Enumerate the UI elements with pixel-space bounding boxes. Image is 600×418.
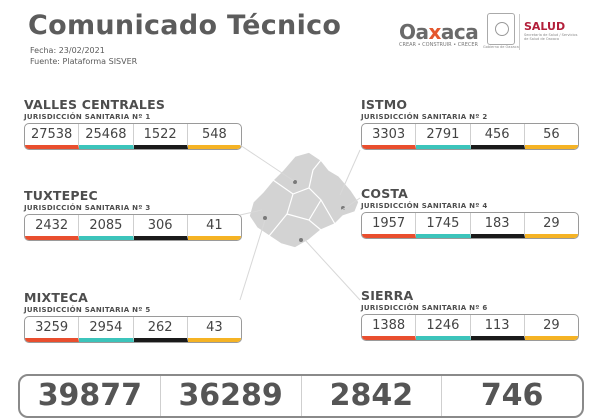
stat-value: 2954 — [79, 317, 134, 342]
region-stats: 3303 2791 456 56 — [361, 123, 579, 150]
region-stats: 2432 2085 306 41 — [24, 214, 242, 241]
stat-value: 29 — [524, 213, 578, 238]
data-source: Fuente: Plataforma SISVER — [30, 57, 138, 66]
stat-value: 2791 — [416, 124, 471, 149]
region-tuxtepec: TUXTEPEC JURISDICCIÓN SANITARIA Nº 3 243… — [24, 188, 242, 241]
stat-value: 43 — [187, 317, 241, 342]
government-seal-icon — [487, 13, 515, 45]
stat-value: 25468 — [79, 124, 134, 149]
region-stats: 3259 2954 262 43 — [24, 316, 242, 343]
region-costa: COSTA JURISDICCIÓN SANITARIA Nº 4 1957 1… — [361, 186, 579, 239]
stat-value: 3259 — [25, 317, 80, 342]
stat-value: 1745 — [416, 213, 471, 238]
stat-value: 306 — [133, 215, 188, 240]
region-valles-centrales: VALLES CENTRALES JURISDICCIÓN SANITARIA … — [24, 97, 242, 150]
oaxaca-logo: Oaxaca CREAR • CONSTRUIR • CRECER — [399, 20, 479, 48]
stat-value: 29 — [524, 315, 578, 340]
total-value: 39877 — [20, 376, 161, 416]
region-stats: 1957 1745 183 29 — [361, 212, 579, 239]
connector-lines — [239, 144, 361, 301]
stat-value: 27538 — [25, 124, 80, 149]
stat-value: 1957 — [362, 213, 417, 238]
stat-value: 262 — [133, 317, 188, 342]
salud-logo: SALUD Secretaría de Salud / Servicios de… — [524, 20, 578, 41]
region-mixteca: MIXTECA JURISDICCIÓN SANITARIA Nº 5 3259… — [24, 290, 242, 343]
stat-value: 1522 — [133, 124, 188, 149]
stat-value: 1388 — [362, 315, 417, 340]
stat-value: 183 — [470, 213, 525, 238]
stat-value: 456 — [470, 124, 525, 149]
region-stats: 1388 1246 113 29 — [361, 314, 579, 341]
stat-value: 2432 — [25, 215, 80, 240]
stat-value: 3303 — [362, 124, 417, 149]
total-value: 746 — [480, 378, 544, 413]
region-istmo: ISTMO JURISDICCIÓN SANITARIA Nº 2 3303 2… — [361, 97, 579, 150]
oaxaca-map — [248, 151, 360, 249]
total-value: 36289 — [161, 376, 302, 416]
seal-caption: Gobierno de Oaxaca — [483, 45, 519, 49]
stat-value: 1246 — [416, 315, 471, 340]
total-value: 2842 — [302, 376, 443, 416]
stat-value: 113 — [470, 315, 525, 340]
stat-value: 56 — [524, 124, 578, 149]
region-sierra: SIERRA JURISDICCIÓN SANITARIA Nº 6 1388 … — [361, 288, 579, 341]
page-title: Comunicado Técnico — [28, 10, 342, 41]
logo-divider — [519, 14, 520, 50]
totals-bar: 39877 36289 2842 746 — [18, 374, 584, 418]
stat-value: 41 — [187, 215, 241, 240]
stat-value: 548 — [187, 124, 241, 149]
stat-value: 2085 — [79, 215, 134, 240]
report-date: Fecha: 23/02/2021 — [30, 46, 105, 55]
region-stats: 27538 25468 1522 548 — [24, 123, 242, 150]
